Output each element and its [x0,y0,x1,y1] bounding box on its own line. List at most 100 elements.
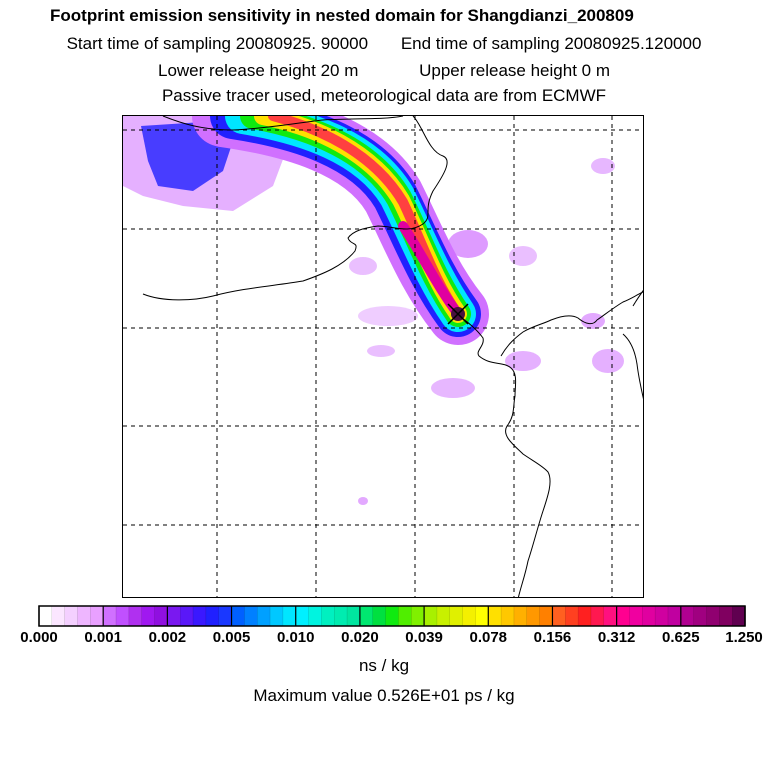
colorbar-cell [244,606,258,626]
colorbar-cell [398,606,412,626]
upper-label: Upper release height [419,61,577,80]
colorbar-cell [90,606,104,626]
colorbar-cell [308,606,322,626]
colorbar-tick-label: 0.005 [212,629,251,646]
grid-lines [123,116,643,597]
colorbar-tick-label: 0.625 [662,629,700,646]
colorbar-cell [424,606,438,626]
colorbar-svg [38,605,746,627]
patch-2 [591,158,615,174]
colorbar-cell [590,606,605,626]
colorbar-cell [513,606,528,626]
colorbar-cell [270,606,284,626]
colorbar-cell [180,606,194,626]
colorbar-cell [141,606,156,626]
colorbar-tick-label: 0.010 [276,629,315,646]
colorbar-cell [167,606,181,626]
plume [192,116,489,345]
colorbar-cell [526,606,541,626]
patch-1 [448,230,488,258]
plume-core [398,221,463,319]
colorbar-tick-label: 0.002 [148,629,187,646]
colorbar-cell [629,606,643,626]
release-heights: Lower release height 20 m Upper release … [0,61,768,81]
colorbar-cell [488,606,502,626]
footprint-map [122,115,644,598]
colorbar-cell [347,606,361,626]
patch-9 [358,497,368,505]
colorbar-cell [231,606,245,626]
end-value: 20080925.120000 [564,34,702,53]
colorbar-cell [334,606,348,626]
colorbar-cell [154,606,168,626]
colorbar-tick-label: 1.250 [725,629,763,646]
colorbar-cell [655,606,669,626]
patch-3 [509,246,537,266]
colorbar-cell [282,606,297,626]
colorbar-cell [77,606,91,626]
lower-label: Lower release height [158,61,316,80]
patch-7 [581,313,605,329]
colorbar-cell [218,606,233,626]
colorbar-units: ns / kg [358,656,410,675]
colorbar-cell [295,606,310,626]
colorbar-cell [552,606,566,626]
receptor-marker [447,303,469,325]
colorbar-cell [501,606,515,626]
upper-value: 0 m [581,61,610,80]
patch-6 [592,349,624,373]
colorbar-cell [680,606,695,626]
colorbar-cell [539,606,554,626]
colorbar-cell [411,606,425,626]
colorbar-cell [706,606,720,626]
colorbar-tick-label: 0.312 [597,629,636,646]
colorbar-cell [616,606,631,626]
colorbar-cell [693,606,708,626]
coastlines [142,116,643,597]
colorbar-cell [667,606,682,626]
sampling-times: Start time of sampling 20080925. 90000 E… [0,34,768,54]
colorbar-tick-label: 0.078 [469,629,508,646]
colorbar-cell [51,606,66,626]
colorbar-tick-label: 0.000 [20,629,58,646]
colorbar-cell [719,606,733,626]
lower-value: 20 m [320,61,359,80]
colorbar-cell [603,606,618,626]
end-label: End time of sampling [400,34,560,53]
colorbar-cell [257,606,271,626]
colorbar-cell [321,606,335,626]
colorbar-cell [578,606,592,626]
colorbar-tick-label: 0.039 [405,629,443,646]
start-label: Start time of sampling [66,34,231,53]
colorbar-cell [436,606,451,626]
maximum-value: Maximum value 0.526E+01 ps / kg [253,686,515,705]
colorbar-cell [449,606,464,626]
patch-4 [431,378,475,398]
colorbar-cell [475,606,489,626]
start-value: 20080925. 90000 [235,34,369,53]
colorbar-cell [116,606,130,626]
colorbar-tick-label: 0.001 [84,629,122,646]
colorbar-cell [372,606,387,626]
colorbar-cell [642,606,656,626]
colorbar-tick-label: 0.020 [341,629,379,646]
plot-title: Footprint emission sensitivity in nested… [50,6,634,25]
colorbar-tick-label: 0.156 [533,629,572,646]
colorbar-cell [565,606,579,626]
colorbar [38,605,746,632]
colorbar-frame [38,605,746,627]
colorbar-cell [359,606,374,626]
patch-10 [349,257,377,275]
tracer-note: Passive tracer used, meteorological data… [161,86,607,105]
colorbar-cell [39,606,53,626]
colorbar-cell [193,606,207,626]
colorbar-cell [128,606,143,626]
map-canvas [123,116,643,597]
colorbar-cell [732,606,746,626]
patch-11 [358,306,418,326]
colorbar-cell [205,606,220,626]
colorbar-cell [103,606,117,626]
patch-8 [367,345,395,357]
colorbar-cell [462,606,477,626]
colorbar-cell [64,606,79,626]
